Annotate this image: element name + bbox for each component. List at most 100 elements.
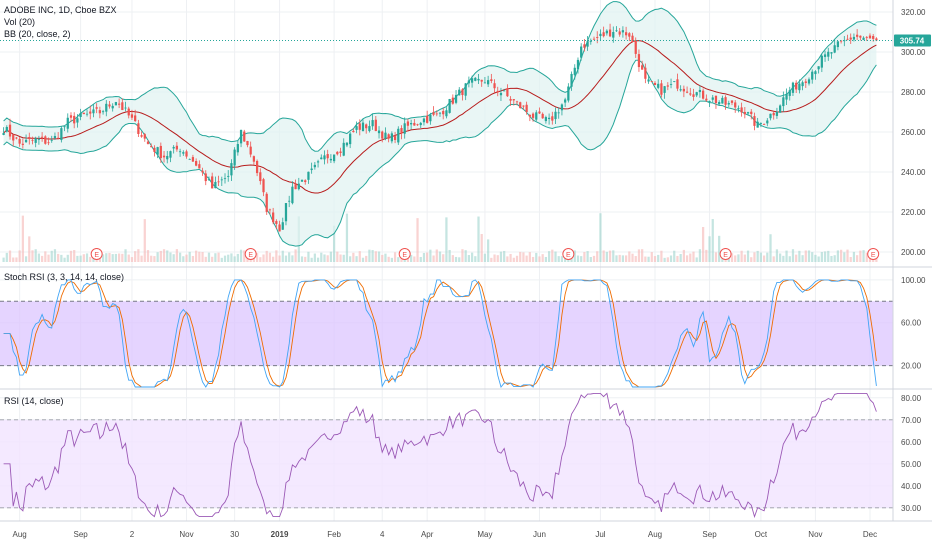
candle [387, 133, 390, 143]
candle-body [108, 104, 111, 107]
candle [361, 118, 365, 132]
volume-bar [307, 251, 310, 262]
candle-body [467, 80, 471, 84]
candle-body [361, 122, 365, 132]
volume-bar [236, 253, 239, 262]
candle-body [483, 82, 487, 84]
volume-bar [159, 250, 162, 262]
rsi-axis-tick-label: 40.00 [901, 482, 922, 491]
candle [782, 91, 785, 112]
volume-bar [130, 257, 134, 262]
candle-body [743, 111, 746, 115]
candle [207, 176, 211, 181]
candle [580, 43, 583, 61]
volume-bar [631, 253, 634, 262]
volume-bar [740, 250, 743, 262]
candle [40, 132, 44, 142]
volume-bar [82, 254, 85, 262]
candle-body [403, 123, 406, 134]
candle-body [669, 84, 673, 85]
volume-bar [862, 250, 865, 262]
candle-body [535, 112, 538, 120]
volume-bar [73, 250, 76, 262]
volume-bar [685, 255, 689, 262]
volume-bar [336, 251, 339, 262]
volume-bar [304, 256, 307, 262]
volume-bar [31, 250, 34, 262]
candle [8, 118, 12, 140]
candle [560, 103, 564, 116]
candle [827, 47, 830, 61]
candle [400, 125, 403, 140]
candle [451, 94, 454, 105]
candle [291, 181, 294, 205]
candle-body [313, 164, 316, 168]
volume-bar [310, 257, 313, 262]
candle-body [400, 128, 403, 134]
candle [223, 173, 227, 184]
candle-body [512, 99, 515, 101]
candle-body [166, 155, 169, 160]
earnings-circle [90, 248, 103, 260]
candle-body [214, 181, 217, 189]
volume-bar [830, 255, 833, 262]
candle [2, 127, 5, 136]
volume-bar [390, 257, 393, 262]
candle-body [34, 138, 37, 143]
volume-bar [522, 252, 525, 262]
volume-bar [134, 251, 137, 262]
candle-body [701, 90, 705, 99]
candle [692, 88, 695, 101]
candle [146, 140, 150, 145]
candle [175, 142, 179, 152]
volume-bar [432, 255, 435, 262]
volume-bar [435, 249, 438, 262]
candle [519, 101, 522, 109]
volume-bar [573, 250, 576, 262]
volume-bar [592, 255, 596, 262]
volume-bar [451, 255, 454, 262]
candle-body [823, 54, 827, 57]
volume-bar [98, 256, 101, 262]
candle [426, 110, 429, 124]
candle [503, 88, 506, 92]
candle-body [602, 32, 605, 37]
candle-body [589, 40, 592, 42]
candle [538, 107, 541, 114]
candle [130, 109, 134, 121]
volume-bar [413, 256, 416, 262]
candle [159, 142, 162, 163]
candle-body [413, 122, 416, 126]
volume-bar [358, 251, 361, 262]
volume-bar [480, 234, 483, 262]
candle-body [89, 111, 92, 114]
candle [352, 128, 355, 133]
candle [172, 145, 175, 154]
candle-body [583, 44, 586, 48]
candle-body [188, 158, 191, 160]
candle [756, 117, 759, 128]
candle-body [798, 83, 801, 91]
candle [137, 119, 140, 137]
candle [682, 85, 685, 98]
candle [628, 32, 631, 42]
volume-bar [827, 250, 830, 262]
candle-body [795, 82, 798, 90]
volume-bar [730, 253, 734, 262]
candle [531, 112, 535, 122]
candle [467, 76, 471, 88]
volume-bar [416, 218, 419, 262]
volume-bar [445, 217, 448, 262]
volume-bar [541, 254, 544, 262]
candle-body [265, 193, 268, 212]
candle [506, 84, 509, 98]
candle-body [111, 105, 114, 109]
candle-body [85, 113, 89, 115]
candle [53, 132, 57, 140]
candle [647, 75, 650, 84]
candle [624, 26, 628, 40]
volume-bar [512, 257, 515, 262]
bollinger-legend: BB (20, close, 2) [4, 29, 71, 39]
volume-bar [535, 252, 538, 262]
